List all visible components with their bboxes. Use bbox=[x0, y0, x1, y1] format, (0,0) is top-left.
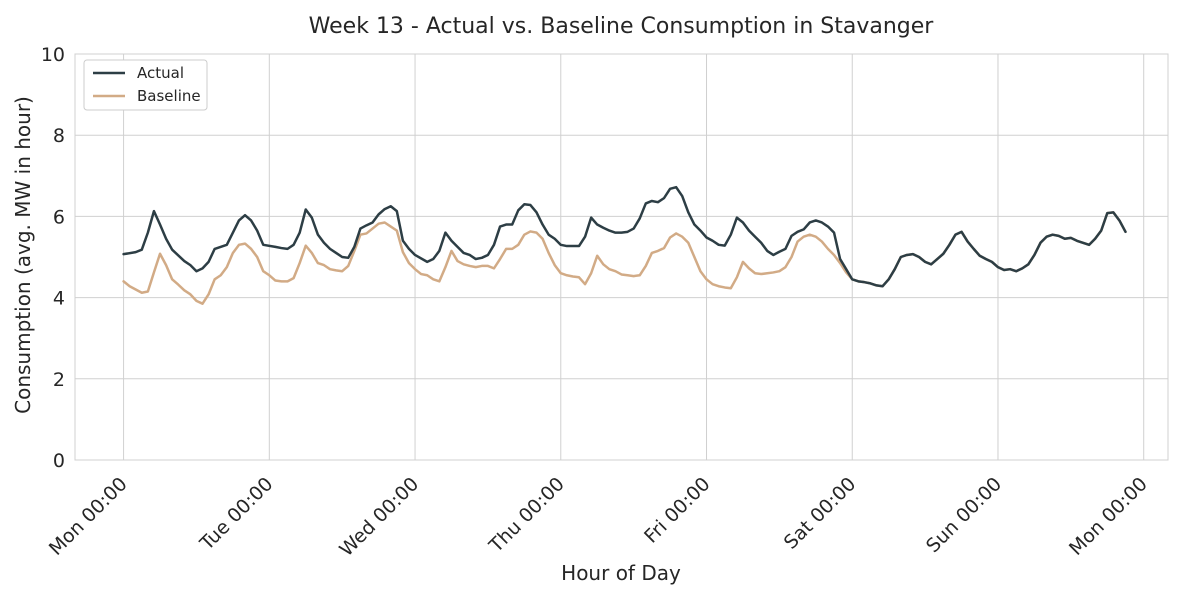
x-axis-label: Hour of Day bbox=[561, 561, 681, 585]
series-line-actual bbox=[122, 185, 1127, 288]
y-tick-label: 6 bbox=[53, 206, 65, 228]
y-tick-label: 0 bbox=[53, 450, 65, 472]
y-tick-label: 4 bbox=[53, 288, 65, 310]
y-gridlines bbox=[75, 53, 1168, 461]
series-layer bbox=[122, 185, 1127, 305]
y-tick-label: 2 bbox=[53, 369, 65, 391]
x-tick-label: Wed 00:00 bbox=[335, 473, 423, 561]
x-tick-label: Sun 00:00 bbox=[922, 473, 1006, 557]
x-tick-label: Sat 00:00 bbox=[780, 473, 861, 554]
x-tick-label: Tue 00:00 bbox=[195, 473, 277, 555]
chart-title: Week 13 - Actual vs. Baseline Consumptio… bbox=[309, 14, 935, 39]
x-tick-label: Thu 00:00 bbox=[484, 473, 568, 557]
series-line-baseline bbox=[122, 211, 1127, 305]
y-tick-label: 10 bbox=[41, 44, 65, 66]
legend-label-baseline: Baseline bbox=[137, 87, 201, 105]
x-tick-label: Fri 00:00 bbox=[640, 473, 715, 548]
x-tick-label: Mon 00:00 bbox=[45, 473, 132, 560]
y-tick-labels: 0 2 4 6 8 10 bbox=[41, 44, 65, 472]
y-tick-label: 8 bbox=[53, 125, 65, 147]
x-gridlines bbox=[123, 54, 1145, 460]
legend-label-actual: Actual bbox=[137, 64, 184, 82]
x-tick-labels: Mon 00:00 Tue 00:00 Wed 00:00 Thu 00:00 Fri … bbox=[45, 473, 1152, 561]
y-axis-label: Consumption (avg. MW in hour) bbox=[11, 96, 35, 414]
legend: Actual Baseline bbox=[83, 59, 208, 111]
x-tick-label: Mon 00:00 bbox=[1065, 473, 1152, 560]
plot-area-frame bbox=[74, 53, 1169, 461]
